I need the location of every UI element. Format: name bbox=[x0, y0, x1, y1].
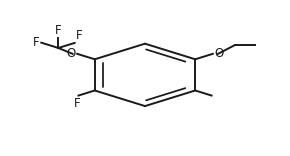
Text: O: O bbox=[215, 47, 224, 60]
Text: F: F bbox=[76, 29, 83, 42]
Text: F: F bbox=[74, 97, 80, 110]
Text: O: O bbox=[66, 47, 75, 60]
Text: F: F bbox=[55, 24, 62, 37]
Text: F: F bbox=[33, 36, 39, 49]
